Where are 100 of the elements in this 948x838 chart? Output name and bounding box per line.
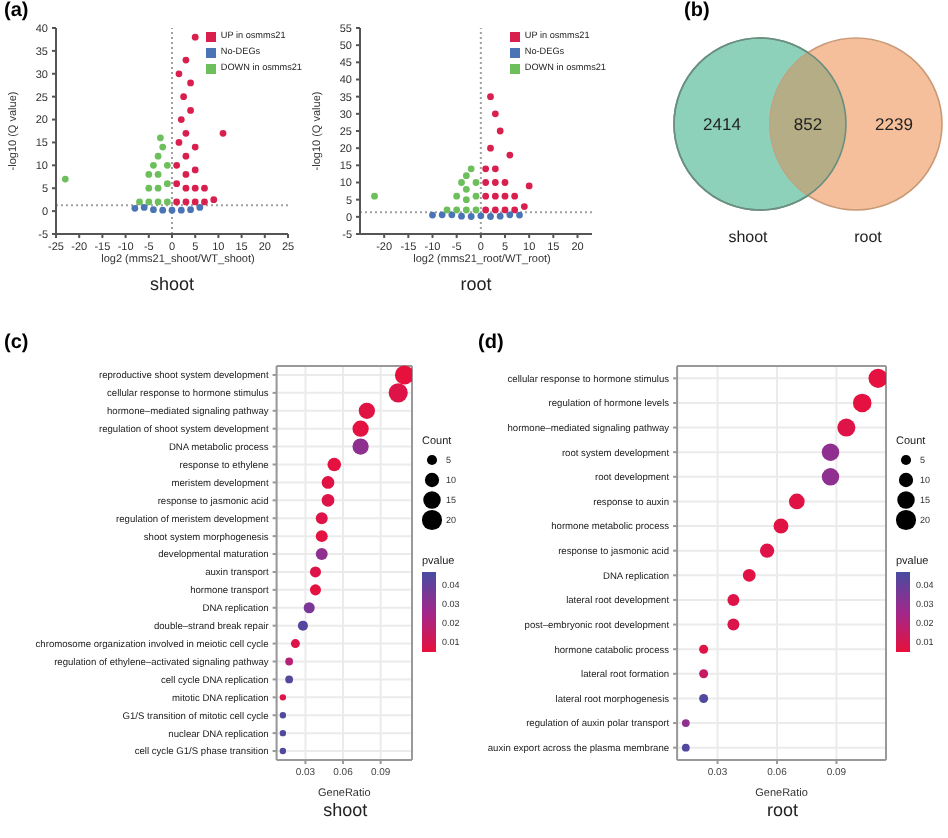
point — [453, 206, 461, 214]
point — [201, 184, 208, 192]
point — [462, 185, 470, 193]
point — [196, 204, 204, 211]
point — [163, 198, 171, 206]
text: (d) — [478, 332, 504, 354]
text: (a) — [4, 0, 29, 22]
point — [482, 165, 490, 173]
point — [491, 192, 499, 200]
point — [482, 206, 490, 214]
point — [182, 129, 190, 137]
point — [438, 211, 446, 219]
data-label: 852 — [793, 114, 823, 134]
point — [173, 198, 181, 206]
point — [180, 93, 187, 101]
point — [491, 165, 499, 173]
point — [467, 213, 475, 220]
point — [187, 107, 194, 114]
text: (c) — [4, 332, 29, 354]
point — [154, 171, 162, 178]
point — [163, 161, 171, 169]
point — [191, 33, 199, 41]
point — [175, 70, 183, 78]
point — [187, 206, 194, 214]
point — [448, 211, 456, 219]
point — [520, 203, 528, 210]
point — [182, 198, 190, 206]
point — [182, 152, 190, 160]
point — [487, 144, 494, 152]
point — [163, 180, 171, 188]
point — [150, 161, 157, 169]
text: shoot — [147, 274, 197, 294]
point — [182, 184, 190, 192]
point — [157, 134, 164, 142]
point — [487, 93, 494, 101]
point — [175, 139, 183, 146]
point — [506, 151, 514, 159]
point — [462, 206, 470, 214]
point — [210, 196, 218, 204]
point — [506, 211, 514, 219]
data-label: 2239 — [875, 114, 914, 134]
point — [472, 179, 480, 186]
point — [525, 182, 533, 190]
point — [131, 204, 139, 212]
point — [501, 192, 509, 200]
point — [182, 56, 190, 64]
point — [429, 211, 436, 219]
point — [145, 184, 153, 192]
point — [61, 175, 69, 183]
point — [491, 110, 499, 118]
point — [501, 206, 509, 214]
point — [458, 212, 465, 220]
point — [219, 129, 227, 137]
text: root — [765, 800, 801, 820]
category-label: root — [854, 228, 884, 246]
point — [145, 198, 153, 206]
point — [462, 172, 470, 180]
point — [182, 171, 190, 178]
point — [191, 184, 199, 192]
point — [187, 79, 194, 87]
point — [136, 198, 143, 206]
point — [150, 206, 157, 214]
point — [191, 198, 199, 206]
point — [453, 192, 461, 200]
category-label: shoot — [728, 228, 770, 246]
point — [191, 143, 199, 151]
point — [477, 212, 485, 220]
point — [491, 179, 499, 186]
point — [177, 206, 185, 214]
point — [159, 206, 167, 214]
point — [482, 179, 490, 186]
point — [472, 206, 480, 214]
point — [496, 127, 504, 135]
text: root — [458, 274, 494, 294]
point — [145, 171, 153, 178]
point — [496, 212, 504, 220]
point — [487, 213, 494, 220]
point — [491, 206, 499, 214]
point — [191, 166, 199, 174]
point — [511, 192, 519, 200]
text: (b) — [684, 0, 710, 22]
point — [458, 179, 465, 186]
text: shoot — [321, 800, 370, 820]
point — [140, 204, 148, 211]
point — [482, 192, 490, 200]
point — [516, 211, 523, 219]
point — [443, 206, 451, 214]
point — [154, 152, 162, 160]
point — [177, 116, 185, 123]
point — [472, 192, 480, 200]
data-label: 2414 — [703, 114, 742, 134]
point — [462, 196, 470, 204]
point — [173, 180, 181, 188]
point — [168, 206, 176, 214]
point — [201, 198, 208, 206]
point — [154, 198, 162, 206]
point — [173, 161, 181, 169]
point — [511, 206, 519, 214]
point — [371, 192, 378, 200]
point — [501, 179, 509, 186]
